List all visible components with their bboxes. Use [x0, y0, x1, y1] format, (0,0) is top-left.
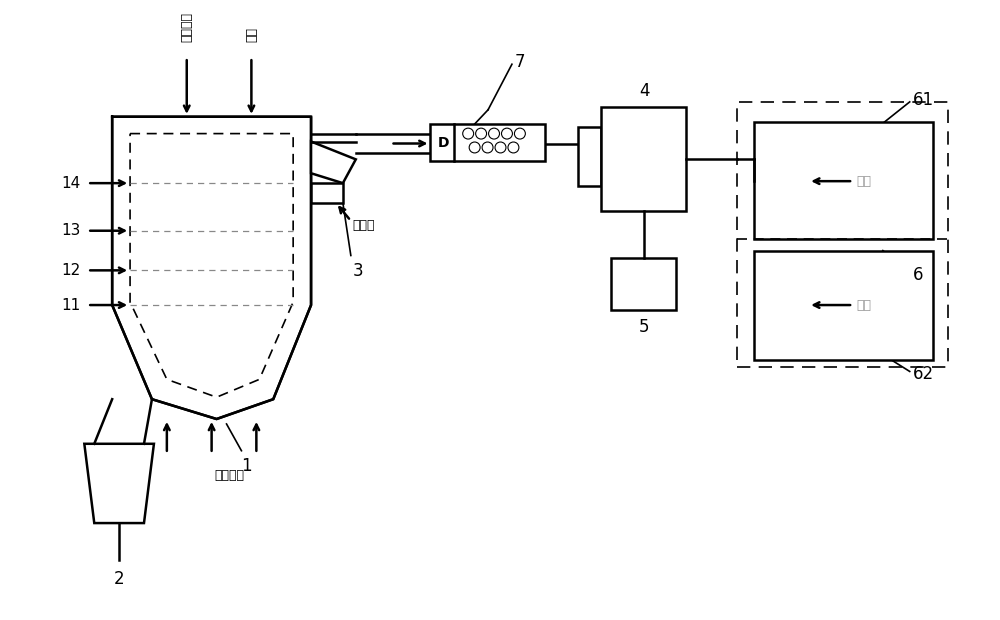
- Text: 富氧空气: 富氧空气: [215, 469, 245, 482]
- Circle shape: [476, 128, 487, 139]
- Text: D: D: [438, 136, 449, 149]
- Polygon shape: [311, 183, 343, 203]
- Text: 4: 4: [639, 82, 649, 100]
- Text: 3: 3: [353, 262, 363, 280]
- Circle shape: [501, 128, 512, 139]
- Circle shape: [463, 128, 474, 139]
- Text: 催焦: 催焦: [245, 27, 258, 42]
- Text: 空气: 空气: [856, 175, 871, 188]
- Bar: [754, 122, 933, 239]
- Bar: [601, 107, 686, 211]
- Text: 7: 7: [515, 53, 525, 71]
- Circle shape: [482, 142, 493, 153]
- Text: 61: 61: [913, 91, 934, 109]
- Text: 2: 2: [114, 570, 124, 588]
- Polygon shape: [311, 141, 356, 183]
- Text: 1: 1: [241, 457, 252, 475]
- Circle shape: [514, 128, 525, 139]
- Text: 11: 11: [61, 298, 80, 312]
- Bar: [430, 123, 545, 161]
- Polygon shape: [84, 444, 154, 523]
- Circle shape: [469, 142, 480, 153]
- Circle shape: [508, 142, 519, 153]
- Text: 62: 62: [913, 365, 934, 383]
- Bar: [754, 250, 933, 360]
- Circle shape: [489, 128, 500, 139]
- Text: 14: 14: [61, 175, 80, 190]
- Text: 生活垃圾: 生活垃圾: [180, 12, 193, 42]
- Text: 12: 12: [61, 263, 80, 278]
- Bar: [611, 259, 676, 310]
- Circle shape: [495, 142, 506, 153]
- Text: 6: 6: [913, 267, 923, 285]
- Text: 5: 5: [639, 318, 649, 336]
- Text: 水蒸气: 水蒸气: [353, 219, 375, 232]
- Text: 13: 13: [61, 223, 80, 238]
- Polygon shape: [112, 117, 311, 419]
- Text: 空气: 空气: [856, 299, 871, 311]
- Bar: [578, 126, 601, 186]
